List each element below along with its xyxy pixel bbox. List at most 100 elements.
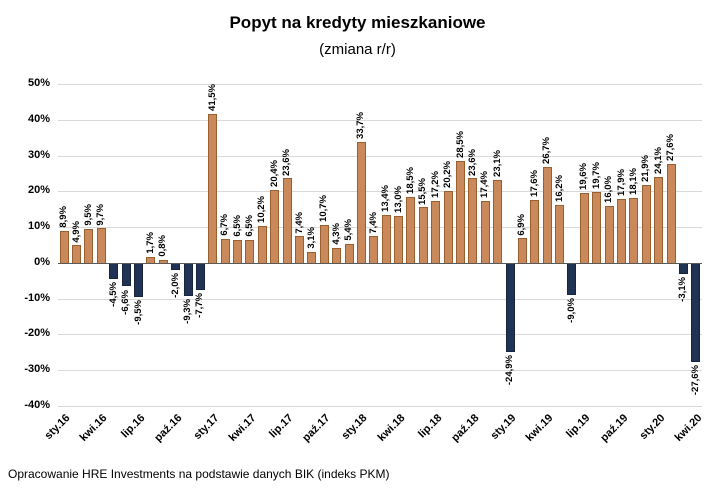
bar-mar.17 [233, 239, 243, 263]
bar-maj.18 [406, 196, 416, 263]
bar-kwi.19 [542, 167, 552, 263]
bar-maj.17 [257, 226, 267, 263]
gridline [58, 84, 702, 85]
bar-label-lut.17: 6,7% [219, 214, 231, 236]
bar-cze.17 [270, 189, 280, 263]
bar-label-lis.19: 18,1% [627, 168, 639, 196]
bar-paź.17 [319, 224, 329, 263]
x-tick-lip.16: lip.16 [118, 412, 147, 441]
source-note: Opracowanie HRE Investments na podstawie… [8, 467, 390, 481]
bar-gru.19 [641, 184, 651, 263]
bar-mar.19 [530, 199, 540, 263]
bar-lis.16 [183, 262, 193, 297]
gridline [58, 155, 702, 157]
bar-label-lut.18: 7,4% [367, 211, 379, 234]
bar-label-cze.16: -6,6% [120, 289, 132, 315]
bar-lut.19 [517, 238, 527, 263]
bar-lip.18 [431, 201, 441, 263]
x-tick-kwi.16: kwi.16 [77, 412, 110, 444]
y-tick--20: -20% [24, 327, 50, 340]
bar-paź.18 [468, 178, 478, 263]
bar-gru.17 [344, 243, 354, 263]
x-tick-sty.19: sty.19 [488, 412, 519, 442]
x-tick-paź.17: paź.17 [300, 412, 333, 445]
bar-sty.20 [654, 176, 664, 263]
y-tick-0: 0% [34, 255, 50, 268]
bar-label-lut.19: 6,9% [516, 213, 528, 236]
bar-label-paź.18: 23,6% [466, 148, 478, 176]
plot-area: 8,9% 4,9% 9,5% 9,7% -4,5% -6,6% -9,5% 1,7% 0,8% -… [58, 84, 702, 407]
gridline [58, 370, 702, 372]
bar-wrz.17 [307, 251, 317, 263]
bar-sie.19 [592, 192, 602, 263]
x-tick-kwi.19: kwi.19 [523, 412, 556, 444]
x-tick-sty.18: sty.18 [339, 412, 370, 442]
x-tick-lip.19: lip.19 [564, 412, 593, 441]
bar-label-sie.16: 1,7% [144, 232, 156, 254]
bar-paź.16 [171, 262, 181, 271]
bar-maj.16 [109, 262, 119, 279]
bar-label-kwi.19: 26,7% [541, 137, 553, 165]
bar-label-lip.17: 23,6% [281, 148, 293, 176]
bar-label-gru.19: 21,9% [640, 154, 652, 182]
bar-label-lip.16: -9,5% [132, 299, 144, 325]
bar-kwi.17 [245, 239, 255, 263]
bar-label-gru.18: 23,1% [491, 150, 503, 178]
bar-label-mar.19: 17,6% [528, 169, 540, 197]
bar-label-paź.17: 10,7% [318, 194, 330, 222]
gridline [58, 227, 702, 229]
x-tick-sty.20: sty.20 [637, 412, 668, 442]
bar-label-maj.18: 18,5% [404, 166, 416, 194]
bar-label-lip.18: 17,2% [429, 171, 441, 199]
bar-lut.16 [72, 245, 82, 263]
bar-lut.17 [220, 238, 230, 263]
gridline [58, 119, 702, 121]
bar-label-sty.16: 8,9% [58, 206, 70, 229]
bar-lut.18 [369, 236, 379, 263]
bar-sie.16 [146, 256, 156, 263]
bar-label-gru.17: 5,4% [343, 218, 355, 241]
gridline [58, 406, 702, 407]
x-tick-sty.17: sty.17 [191, 412, 222, 442]
bar-label-mar.16: 9,5% [82, 204, 94, 226]
bar-label-paź.16: -2,0% [169, 273, 181, 298]
y-tick--40: -40% [24, 399, 50, 411]
bar-sty.19 [505, 262, 515, 352]
y-tick-40: 40% [27, 112, 50, 125]
x-tick-sty.16: sty.16 [42, 412, 73, 442]
bar-paź.19 [617, 198, 626, 263]
bar-lip.19 [579, 192, 589, 263]
bar-sty.18 [356, 142, 366, 263]
bar-label-lis.16: -9,3% [182, 299, 194, 324]
bar-cze.16 [121, 262, 131, 287]
gridline [58, 191, 702, 193]
bar-label-gru.16: -7,7% [194, 293, 206, 319]
bar-label-kwi.16: 9,7% [95, 203, 107, 226]
bar-label-wrz.19: 16,0% [603, 175, 615, 203]
bar-label-kwi.18: 13,0% [392, 186, 404, 214]
y-tick--10: -10% [24, 291, 50, 304]
x-tick-lip.18: lip.18 [415, 412, 445, 441]
bar-label-sie.18: 20,2% [442, 160, 454, 188]
bar-mar.20 [678, 262, 688, 274]
y-tick-10: 10% [27, 220, 50, 233]
y-tick-20: 20% [27, 184, 50, 197]
bar-label-sty.17: 41,5% [206, 84, 218, 112]
bar-gru.16 [195, 262, 205, 291]
bar-sie.18 [443, 190, 453, 263]
bar-kwi.16 [96, 228, 106, 263]
bar-label-sty.20: 24,1% [652, 146, 664, 174]
bar-label-lip.19: 19,6% [578, 162, 590, 190]
bar-lis.17 [332, 247, 342, 263]
bar-label-maj.16: -4,5% [107, 281, 119, 307]
bar-label-sty.18: 33,7% [355, 112, 367, 140]
bar-label-lut.20: 27,6% [665, 134, 677, 162]
bar-label-wrz.18: 28,5% [454, 131, 466, 158]
bar-label-maj.19: 16,2% [553, 175, 565, 202]
x-tick-kwi.17: kwi.17 [226, 412, 259, 444]
bar-label-lis.18: 17,4% [479, 170, 491, 198]
bar-label-cze.17: 20,4% [268, 159, 280, 187]
bar-label-cze.19: -9,0% [565, 298, 577, 323]
bar-label-sty.19: -24,9% [504, 354, 516, 386]
